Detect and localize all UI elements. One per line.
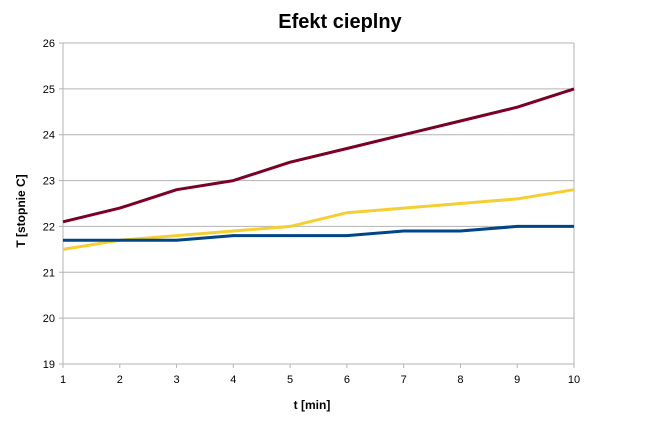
x-tick-label: 8 [457, 374, 463, 386]
y-tick-label: 26 [43, 38, 55, 50]
series-line-2 [62, 188, 575, 251]
x-tick-labels: 1 2 3 4 5 6 7 8 9 10 [60, 374, 580, 386]
x-tick-label: 3 [173, 374, 179, 386]
x-tick-label: 6 [344, 374, 350, 386]
x-tick-label: 2 [117, 374, 123, 386]
y-tick-label: 24 [43, 130, 55, 142]
plot-area [62, 43, 575, 368]
y-tick-label: 21 [43, 267, 55, 279]
series-group [62, 87, 575, 251]
series-line-3 [63, 224, 574, 242]
y-tick-label: 22 [43, 221, 55, 233]
y-tick-labels: 19 20 21 22 23 24 25 26 [43, 38, 55, 371]
y-axis-label: T [stopnie C] [14, 174, 28, 247]
y-tick-label: 23 [43, 176, 55, 188]
x-tick-label: 5 [287, 374, 293, 386]
series-line-1 [62, 87, 575, 224]
x-tick-label: 9 [514, 374, 520, 386]
x-tick-label: 4 [230, 374, 236, 386]
grid [59, 42, 574, 365]
x-axis-label: t [min] [294, 398, 331, 412]
y-tick-label: 25 [43, 84, 55, 96]
y-tick-label: 19 [43, 359, 55, 371]
y-tick-label: 20 [43, 313, 55, 325]
chart-title: Efekt cieplny [278, 11, 402, 33]
x-tick-label: 7 [401, 374, 407, 386]
x-tick-label: 10 [568, 374, 580, 386]
x-tick-label: 1 [60, 374, 66, 386]
